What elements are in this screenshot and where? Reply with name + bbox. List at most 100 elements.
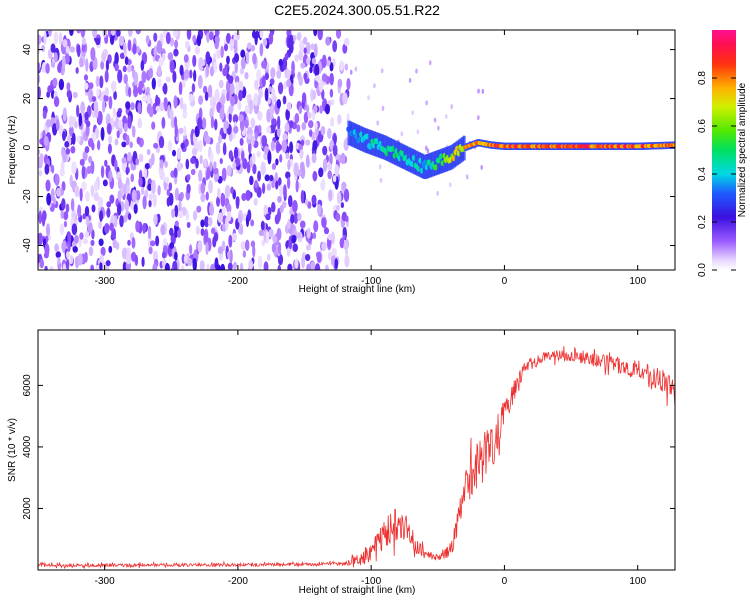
spectrogram-cell bbox=[282, 133, 288, 141]
spectrogram-cell bbox=[247, 209, 252, 222]
spectrogram-cell bbox=[160, 224, 166, 236]
spectrogram-cell bbox=[271, 243, 276, 253]
x-tick-label: -300 bbox=[95, 276, 115, 287]
spectrogram-cell bbox=[192, 257, 197, 270]
spectrogram-cell bbox=[433, 117, 437, 123]
spectrogram-cell bbox=[127, 39, 132, 52]
spectrogram-cell bbox=[226, 55, 230, 65]
spectrogram-cell bbox=[172, 30, 178, 38]
carrier-cell bbox=[392, 139, 396, 165]
spectrogram-cell bbox=[127, 30, 133, 37]
spectrogram-cell bbox=[62, 130, 66, 142]
spectrogram-cell bbox=[158, 56, 164, 67]
spectrogram-cell bbox=[62, 263, 67, 270]
spectrogram-cell bbox=[38, 43, 41, 55]
carrier-track bbox=[346, 120, 675, 180]
spectrogram-cell bbox=[104, 87, 109, 96]
spectrogram-cell bbox=[53, 96, 60, 108]
spectrogram-cell bbox=[210, 264, 215, 270]
spectrogram-cell bbox=[238, 114, 244, 122]
spectrogram-cell bbox=[292, 199, 298, 213]
spectrogram-cell bbox=[204, 216, 209, 228]
spectrogram-cell bbox=[285, 108, 290, 121]
spectrogram-cell bbox=[64, 141, 70, 148]
spectrogram-cell bbox=[53, 52, 58, 63]
spectrogram-cell bbox=[221, 167, 227, 181]
spectrogram-cell bbox=[88, 246, 94, 257]
spectrogram-cell bbox=[75, 67, 79, 74]
spectrogram-cell bbox=[159, 102, 165, 112]
spectrogram-cell bbox=[327, 170, 333, 180]
spectrogram-cell bbox=[342, 92, 348, 105]
spectrogram-cell bbox=[253, 198, 258, 206]
spectrogram-cell bbox=[198, 107, 203, 121]
spectrogram-cell bbox=[307, 201, 312, 209]
x-tick-label: 100 bbox=[629, 276, 646, 287]
spectrogram-cell bbox=[279, 154, 283, 163]
spectrogram-cell bbox=[43, 135, 49, 147]
spectrogram-cell bbox=[148, 67, 154, 79]
spectrogram-cell bbox=[198, 95, 204, 105]
spectrogram-cell bbox=[293, 212, 299, 224]
spectrogram-cell bbox=[349, 69, 353, 75]
snr-series-line bbox=[38, 346, 675, 570]
spectrogram-cell bbox=[241, 193, 247, 202]
spectrogram-cell bbox=[93, 100, 99, 113]
spectrogram-cell bbox=[311, 57, 317, 65]
spectrogram-cell bbox=[62, 107, 67, 122]
colorbar: 0.0 0.2 0.4 0.6 0.8 Normalized spectral ampl… bbox=[697, 30, 748, 277]
carrier-cell bbox=[368, 129, 372, 155]
top-y-axis: -40 -20 0 20 40 bbox=[22, 44, 675, 253]
spectrogram-cell bbox=[84, 111, 89, 121]
spectrogram-cell bbox=[161, 251, 166, 259]
spectrogram-cell bbox=[268, 228, 274, 238]
spectrogram-cell bbox=[76, 44, 81, 58]
spectrogram-cell bbox=[279, 184, 284, 197]
spectrogram-cell bbox=[340, 202, 345, 209]
spectrogram-cell bbox=[84, 205, 90, 217]
spectrogram-cell bbox=[167, 52, 174, 61]
spectrogram-cell bbox=[104, 69, 109, 83]
spectrogram-cell bbox=[277, 254, 284, 266]
spectrogram-cell bbox=[322, 158, 328, 172]
spectrogram-cell bbox=[345, 215, 349, 223]
spectrogram-cell bbox=[226, 32, 231, 44]
spectrogram-cell bbox=[38, 73, 41, 85]
spectrogram-cell bbox=[288, 235, 293, 250]
spectrogram-cell bbox=[207, 84, 213, 98]
spectrogram-cell bbox=[208, 179, 213, 194]
figure-title: C2E5.2024.300.05.51.R22 bbox=[274, 2, 440, 18]
spectrogram-cell bbox=[278, 58, 283, 67]
spectrogram-cell bbox=[165, 76, 171, 83]
spectrogram-cell bbox=[256, 150, 261, 158]
spectrogram-cell bbox=[58, 31, 63, 46]
spectrogram-cell bbox=[48, 30, 52, 37]
spectrogram-cell bbox=[166, 197, 171, 207]
spectrogram-cell bbox=[282, 95, 287, 105]
spectrogram-cell bbox=[270, 140, 276, 152]
spectrogram-cell bbox=[227, 75, 234, 84]
spectrogram-cell bbox=[327, 162, 333, 171]
spectrogram-cell bbox=[122, 261, 127, 270]
spectrogram-cell bbox=[66, 89, 72, 99]
spectrogram-cell bbox=[187, 257, 193, 267]
spectrogram-cell bbox=[79, 57, 84, 68]
spectrogram-cell bbox=[114, 51, 119, 65]
spectrogram-cell bbox=[38, 232, 43, 246]
spectrogram-cell bbox=[314, 263, 321, 270]
spectrogram-cell bbox=[234, 75, 240, 85]
spectrogram-cell bbox=[188, 244, 193, 255]
spectrogram-cell bbox=[258, 229, 265, 237]
spectrogram-cell bbox=[291, 234, 296, 244]
spectrogram-cell bbox=[271, 118, 277, 126]
spectrogram-cell bbox=[58, 124, 64, 137]
spectrogram-cell bbox=[444, 113, 448, 119]
spectrogram-cell bbox=[123, 73, 128, 85]
y-tick-label: 4000 bbox=[22, 435, 33, 458]
spectrogram-cell bbox=[261, 135, 268, 148]
spectrogram-cell bbox=[123, 42, 127, 54]
spectrogram-cell bbox=[72, 246, 78, 253]
x-tick-label: -200 bbox=[228, 276, 248, 287]
spectrogram-cell bbox=[292, 243, 298, 253]
spectrogram-cell bbox=[153, 213, 158, 226]
